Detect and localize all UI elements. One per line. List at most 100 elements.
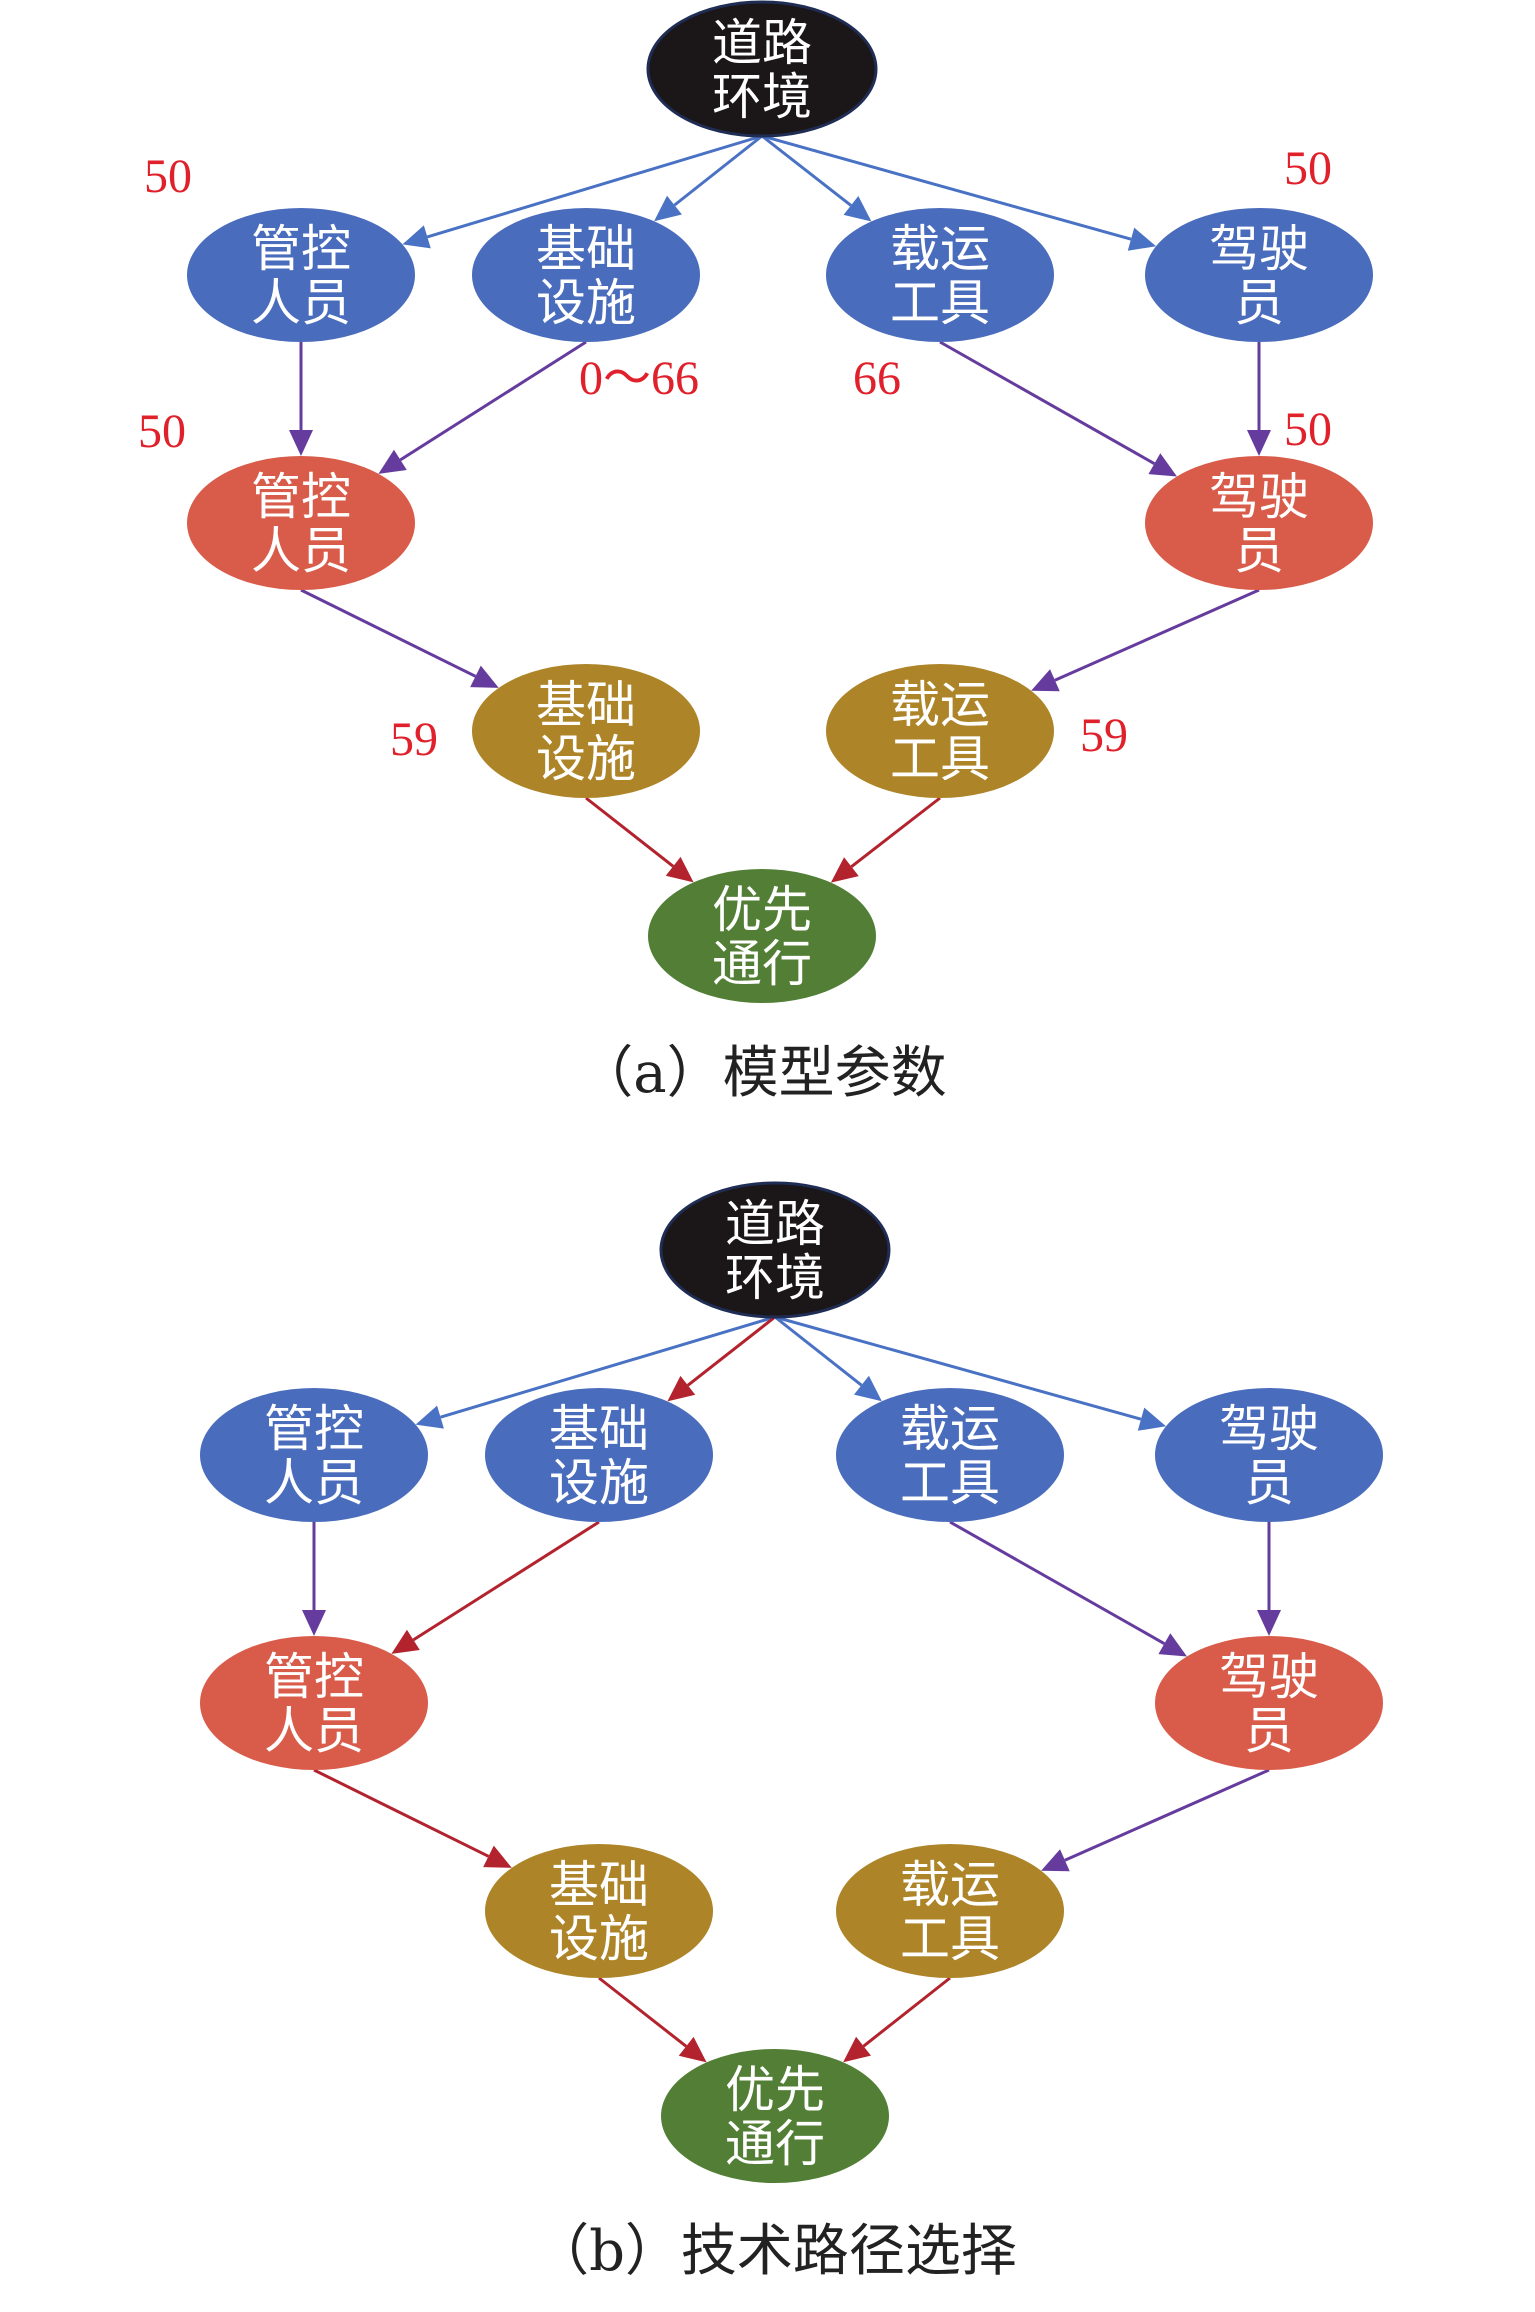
arrowhead-icon xyxy=(378,449,407,474)
arrowhead-icon xyxy=(1041,1849,1070,1872)
node-ellipse xyxy=(646,0,878,138)
edge-road-to-b_infra xyxy=(673,134,763,207)
parameter-value: 50 xyxy=(1284,403,1332,456)
arrowhead-icon xyxy=(1158,1633,1187,1657)
parameter-value: 59 xyxy=(1080,709,1128,762)
node-label: 工具 xyxy=(890,274,990,332)
arrowhead-icon xyxy=(289,430,313,456)
arrowhead-icon xyxy=(1127,227,1157,251)
parameter-value: 0～66 xyxy=(579,352,699,405)
node-ellipse xyxy=(836,1388,1064,1522)
node-label: 基础 xyxy=(549,1400,649,1458)
panel-a: 道路环境管控人员基础设施载运工具驾驶员管控人员驾驶员基础设施载运工具优先通行50… xyxy=(138,0,1373,1106)
edges xyxy=(289,134,1271,883)
node-label: 设施 xyxy=(536,274,636,332)
edge-road-to-b_infra xyxy=(686,1315,776,1387)
node-label: 管控 xyxy=(251,468,351,526)
edge-r_driver-to-g_vehicle xyxy=(1054,588,1260,682)
arrowhead-icon xyxy=(483,1845,512,1868)
node-label: 驾驶 xyxy=(1219,1648,1319,1706)
node-label: 管控 xyxy=(251,220,351,278)
edge-g_vehicle-to-priority xyxy=(862,1976,951,2048)
node-label: 驾驶 xyxy=(1219,1400,1319,1458)
node-ellipse xyxy=(472,664,700,798)
arrowhead-icon xyxy=(1148,453,1177,477)
panel-b: 道路环境管控人员基础设施载运工具驾驶员管控人员驾驶员基础设施载运工具优先通行（b… xyxy=(200,1181,1383,2284)
node-label: 设施 xyxy=(549,1454,649,1512)
node-label: 人员 xyxy=(251,522,351,580)
parameter-value: 50 xyxy=(144,150,192,203)
node-ellipse xyxy=(1145,456,1373,590)
node-label: 道路 xyxy=(712,14,812,72)
edge-r_staff-to-g_infra xyxy=(300,588,477,678)
node-label: 优先 xyxy=(712,881,812,939)
node-label: 基础 xyxy=(536,220,636,278)
arrowhead-icon xyxy=(1247,430,1271,456)
arrowhead-icon xyxy=(843,2036,871,2063)
node-ellipse xyxy=(659,1181,891,1319)
arrowhead-icon xyxy=(1031,669,1060,692)
parameter-value: 66 xyxy=(853,352,901,405)
node-label: 人员 xyxy=(264,1702,364,1760)
node-label: 载运 xyxy=(890,676,990,734)
node-ellipse xyxy=(200,1636,428,1770)
edge-r_driver-to-g_vehicle xyxy=(1064,1768,1270,1862)
edges xyxy=(302,1315,1281,2063)
node-ellipse xyxy=(661,2049,889,2183)
edge-b_vehicle-to-r_driver xyxy=(939,340,1156,465)
node-b_driver: 驾驶员 xyxy=(1145,208,1373,342)
node-label: 驾驶 xyxy=(1209,220,1309,278)
arrowhead-icon xyxy=(843,196,872,222)
node-label: 工具 xyxy=(890,730,990,788)
edge-road-to-b_vehicle xyxy=(774,1315,863,1387)
edge-road-to-b_vehicle xyxy=(761,134,852,207)
node-label: 通行 xyxy=(712,935,812,993)
node-label: 工具 xyxy=(900,1910,1000,1968)
edge-g_infra-to-priority xyxy=(598,1976,688,2048)
arrowhead-icon xyxy=(854,1375,882,1402)
edge-g_infra-to-priority xyxy=(585,796,675,868)
node-ellipse xyxy=(648,869,876,1003)
node-label: 员 xyxy=(1234,522,1284,580)
arrowhead-icon xyxy=(665,856,694,883)
node-label: 管控 xyxy=(264,1648,364,1706)
node-ellipse xyxy=(187,208,415,342)
node-ellipse xyxy=(1155,1388,1383,1522)
arrowhead-icon xyxy=(667,1375,696,1402)
node-label: 驾驶 xyxy=(1209,468,1309,526)
node-label: 环境 xyxy=(712,68,812,126)
node-label: 载运 xyxy=(900,1400,1000,1458)
node-ellipse xyxy=(187,456,415,590)
arrowhead-icon xyxy=(830,857,859,883)
node-r_driver: 驾驶员 xyxy=(1155,1636,1383,1770)
node-ellipse xyxy=(1145,208,1373,342)
arrowhead-icon xyxy=(1137,1407,1167,1431)
node-label: 设施 xyxy=(536,730,636,788)
arrowhead-icon xyxy=(470,665,499,688)
node-label: 人员 xyxy=(264,1454,364,1512)
edge-road-to-b_staff xyxy=(426,134,763,239)
node-label: 优先 xyxy=(725,2061,825,2119)
arrowhead-icon xyxy=(1257,1610,1281,1636)
parameter-value: 59 xyxy=(390,713,438,766)
edge-b_infra-to-r_staff xyxy=(399,340,587,462)
node-r_driver: 驾驶员 xyxy=(1145,456,1373,590)
node-b_driver: 驾驶员 xyxy=(1155,1388,1383,1522)
node-label: 员 xyxy=(1234,274,1284,332)
parameter-value: 50 xyxy=(138,405,186,458)
arrowhead-icon xyxy=(678,2036,707,2063)
node-label: 设施 xyxy=(549,1910,649,1968)
node-ellipse xyxy=(826,208,1054,342)
node-ellipse xyxy=(826,664,1054,798)
